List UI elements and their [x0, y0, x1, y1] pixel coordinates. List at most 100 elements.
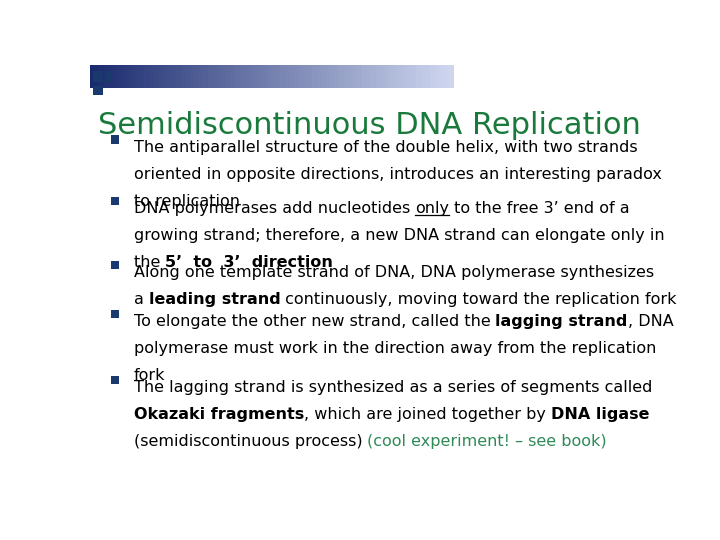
Bar: [90, 65, 96, 87]
Text: Semidiscontinuous DNA Replication: Semidiscontinuous DNA Replication: [98, 111, 640, 139]
Bar: [384, 65, 390, 87]
Bar: [203, 65, 209, 87]
Text: polymerase must work in the direction away from the replication: polymerase must work in the direction aw…: [133, 341, 656, 356]
Bar: [426, 65, 431, 87]
Bar: [93, 85, 103, 94]
Text: to replication: to replication: [133, 194, 240, 208]
Bar: [131, 65, 137, 87]
Text: DNA polymerases add nucleotides: DNA polymerases add nucleotides: [133, 201, 415, 216]
Bar: [104, 65, 109, 87]
Bar: [276, 65, 282, 87]
Bar: [235, 65, 240, 87]
Bar: [94, 65, 100, 87]
Bar: [153, 65, 159, 87]
Bar: [335, 65, 341, 87]
Bar: [294, 65, 300, 87]
Text: oriented in opposite directions, introduces an interesting paradox: oriented in opposite directions, introdu…: [133, 167, 662, 181]
Bar: [271, 65, 277, 87]
Bar: [112, 65, 118, 87]
Bar: [312, 65, 318, 87]
Text: (semidiscontinuous process): (semidiscontinuous process): [133, 434, 367, 449]
Bar: [217, 65, 222, 87]
Bar: [303, 65, 309, 87]
Bar: [111, 376, 119, 384]
Bar: [325, 65, 331, 87]
Text: 5’  to  3’  direction: 5’ to 3’ direction: [165, 255, 333, 270]
Bar: [149, 65, 155, 87]
Bar: [163, 65, 168, 87]
Bar: [158, 65, 163, 87]
Bar: [371, 65, 377, 87]
Bar: [402, 65, 408, 87]
Bar: [111, 261, 119, 269]
Text: fork: fork: [133, 368, 165, 383]
Bar: [111, 136, 119, 144]
Bar: [185, 65, 191, 87]
Bar: [93, 71, 103, 82]
Bar: [226, 65, 232, 87]
Bar: [99, 65, 104, 87]
Bar: [108, 65, 114, 87]
Bar: [339, 65, 345, 87]
Bar: [248, 65, 254, 87]
Text: leading strand: leading strand: [148, 292, 280, 307]
Text: Okazaki fragments: Okazaki fragments: [133, 407, 304, 422]
Bar: [317, 65, 323, 87]
Bar: [167, 65, 173, 87]
Bar: [362, 65, 368, 87]
Text: lagging strand: lagging strand: [495, 314, 628, 329]
Bar: [416, 65, 422, 87]
Bar: [412, 65, 418, 87]
Bar: [421, 65, 427, 87]
Bar: [126, 65, 132, 87]
Bar: [398, 65, 404, 87]
Bar: [330, 65, 336, 87]
Bar: [267, 65, 272, 87]
Bar: [111, 197, 119, 205]
Bar: [285, 65, 291, 87]
Text: DNA ligase: DNA ligase: [551, 407, 649, 422]
Bar: [244, 65, 250, 87]
Bar: [171, 65, 177, 87]
Bar: [344, 65, 349, 87]
Text: The antiparallel structure of the double helix, with two strands: The antiparallel structure of the double…: [133, 140, 637, 154]
Bar: [439, 65, 445, 87]
Bar: [307, 65, 313, 87]
Bar: [289, 65, 295, 87]
Text: , which are joined together by: , which are joined together by: [304, 407, 551, 422]
Text: only: only: [415, 201, 449, 216]
Bar: [408, 65, 413, 87]
Bar: [212, 65, 218, 87]
Bar: [394, 65, 400, 87]
Bar: [299, 65, 305, 87]
Bar: [253, 65, 259, 87]
Text: a: a: [133, 292, 148, 307]
Bar: [353, 65, 359, 87]
Bar: [230, 65, 236, 87]
Bar: [104, 71, 112, 82]
Bar: [122, 65, 127, 87]
Bar: [145, 65, 150, 87]
Text: growing strand; therefore, a new DNA strand can elongate only in: growing strand; therefore, a new DNA str…: [133, 228, 664, 243]
Bar: [140, 65, 145, 87]
Bar: [240, 65, 246, 87]
Bar: [448, 65, 454, 87]
Text: to the free 3’ end of a: to the free 3’ end of a: [449, 201, 629, 216]
Bar: [348, 65, 354, 87]
Bar: [444, 65, 449, 87]
Bar: [366, 65, 372, 87]
Bar: [376, 65, 382, 87]
Bar: [435, 65, 440, 87]
Text: To elongate the other new strand, called the: To elongate the other new strand, called…: [133, 314, 495, 329]
Bar: [280, 65, 286, 87]
Bar: [176, 65, 181, 87]
Bar: [358, 65, 363, 87]
Bar: [258, 65, 264, 87]
Text: Along one template strand of DNA, DNA polymerase synthesizes: Along one template strand of DNA, DNA po…: [133, 265, 654, 280]
Bar: [117, 65, 123, 87]
Bar: [208, 65, 214, 87]
Bar: [135, 65, 141, 87]
Bar: [190, 65, 195, 87]
Bar: [194, 65, 200, 87]
Bar: [222, 65, 227, 87]
